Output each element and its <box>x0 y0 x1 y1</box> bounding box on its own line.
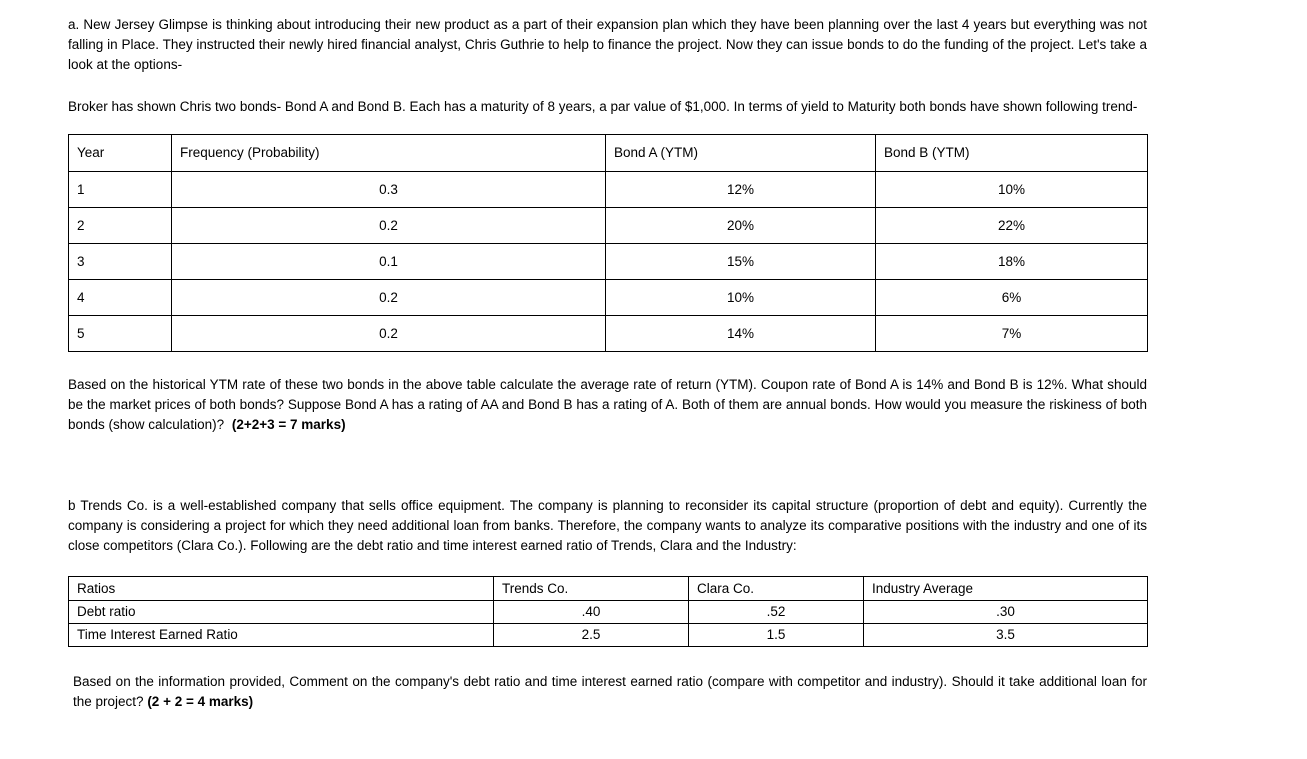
ratios-header-trends: Trends Co. <box>493 576 689 601</box>
ytm-cell-frequency: 0.2 <box>171 315 606 352</box>
ytm-cell-bond-b: 18% <box>875 243 1148 280</box>
ratios-header-ratios: Ratios <box>68 576 494 601</box>
ratios-table-header-row: Ratios Trends Co. Clara Co. Industry Ave… <box>68 576 1148 601</box>
table-row: 1 0.3 12% 10% <box>68 171 1148 208</box>
ytm-cell-bond-b: 22% <box>875 207 1148 244</box>
ytm-header-year: Year <box>68 134 172 172</box>
ytm-cell-bond-b: 6% <box>875 279 1148 316</box>
ytm-header-bond-a: Bond A (YTM) <box>605 134 876 172</box>
ytm-table: Year Frequency (Probability) Bond A (YTM… <box>68 134 1148 352</box>
ratios-cell-trends: 2.5 <box>493 623 689 647</box>
ytm-cell-frequency: 0.3 <box>171 171 606 208</box>
ratios-cell-clara: 1.5 <box>688 623 864 647</box>
ratios-header-industry: Industry Average <box>863 576 1148 601</box>
ratios-header-clara: Clara Co. <box>688 576 864 601</box>
question-a-marks: (2+2+3 = 7 marks) <box>231 417 346 432</box>
question-b: Based on the information provided, Comme… <box>68 672 1147 712</box>
ytm-cell-year: 3 <box>68 243 172 280</box>
question-a-text: Based on the historical YTM rate of thes… <box>68 377 1147 432</box>
table-row: Debt ratio .40 .52 .30 <box>68 600 1148 624</box>
paragraph-intro-a: a. New Jersey Glimpse is thinking about … <box>68 17 1147 72</box>
ytm-header-frequency: Frequency (Probability) <box>171 134 606 172</box>
ratios-cell-label: Debt ratio <box>68 600 494 624</box>
ytm-table-header-row: Year Frequency (Probability) Bond A (YTM… <box>68 134 1148 172</box>
table-row: 3 0.1 15% 18% <box>68 243 1148 280</box>
ratios-cell-clara: .52 <box>688 600 864 624</box>
paragraph-broker: Broker has shown Chris two bonds- Bond A… <box>68 99 1138 114</box>
table-row: 5 0.2 14% 7% <box>68 315 1148 352</box>
ytm-cell-frequency: 0.2 <box>171 207 606 244</box>
ratios-cell-trends: .40 <box>493 600 689 624</box>
table-row: Time Interest Earned Ratio 2.5 1.5 3.5 <box>68 623 1148 647</box>
ytm-cell-bond-a: 20% <box>605 207 876 244</box>
assignment-page: a. New Jersey Glimpse is thinking about … <box>68 0 1148 712</box>
ytm-header-bond-b: Bond B (YTM) <box>875 134 1148 172</box>
ratios-table: Ratios Trends Co. Clara Co. Industry Ave… <box>68 576 1148 647</box>
ytm-cell-frequency: 0.1 <box>171 243 606 280</box>
ytm-cell-bond-a: 10% <box>605 279 876 316</box>
ytm-cell-frequency: 0.2 <box>171 279 606 316</box>
ytm-cell-year: 2 <box>68 207 172 244</box>
question-b-text: Based on the information provided, Comme… <box>73 674 1147 709</box>
ytm-cell-year: 4 <box>68 279 172 316</box>
ytm-cell-bond-b: 10% <box>875 171 1148 208</box>
ytm-cell-year: 1 <box>68 171 172 208</box>
ytm-cell-bond-b: 7% <box>875 315 1148 352</box>
ytm-cell-bond-a: 12% <box>605 171 876 208</box>
ratios-cell-industry: 3.5 <box>863 623 1148 647</box>
paragraph-intro-b: b Trends Co. is a well-established compa… <box>68 498 1147 553</box>
table-row: 2 0.2 20% 22% <box>68 207 1148 244</box>
ytm-cell-bond-a: 15% <box>605 243 876 280</box>
ytm-cell-bond-a: 14% <box>605 315 876 352</box>
question-a: Based on the historical YTM rate of thes… <box>68 375 1147 435</box>
ytm-cell-year: 5 <box>68 315 172 352</box>
table-row: 4 0.2 10% 6% <box>68 279 1148 316</box>
question-b-marks: (2 + 2 = 4 marks) <box>147 694 254 709</box>
ratios-cell-label: Time Interest Earned Ratio <box>68 623 494 647</box>
ratios-cell-industry: .30 <box>863 600 1148 624</box>
